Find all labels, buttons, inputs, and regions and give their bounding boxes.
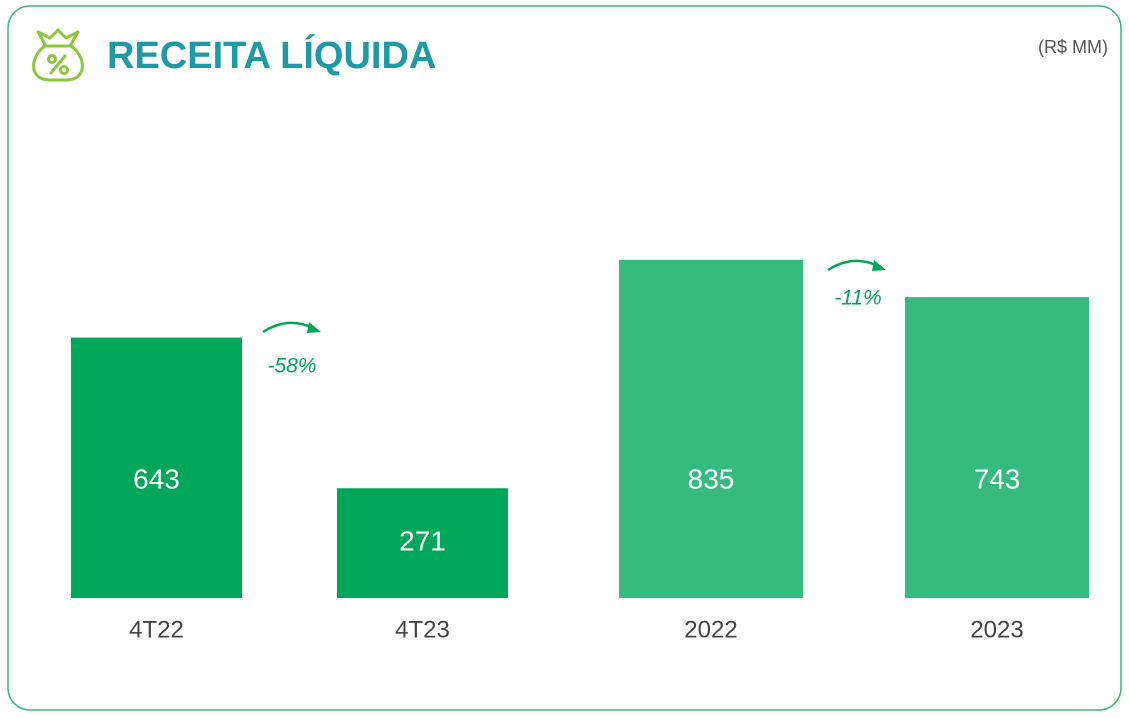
money-bag-icon — [32, 28, 84, 82]
bar — [71, 337, 242, 598]
frame — [7, 5, 1122, 711]
unit-label: (R$ MM) — [1038, 37, 1108, 57]
bar — [905, 297, 1089, 598]
chart-title: RECEITA LÍQUIDA — [107, 33, 436, 77]
x-tick-label: 2022 — [684, 616, 737, 643]
x-tick-label: 4T23 — [395, 616, 450, 643]
value-label: 835 — [688, 463, 735, 494]
value-label: 271 — [399, 526, 446, 557]
change-label: -11% — [834, 287, 881, 310]
change-label: -58% — [267, 355, 316, 378]
value-label: 643 — [133, 463, 180, 494]
arrow-head — [307, 322, 321, 333]
arrow-head — [872, 260, 886, 271]
x-tick-label: 4T22 — [129, 616, 184, 643]
bar — [619, 259, 803, 598]
value-label: 743 — [974, 463, 1021, 494]
bar — [337, 488, 508, 598]
x-tick-label: 2023 — [970, 616, 1023, 643]
